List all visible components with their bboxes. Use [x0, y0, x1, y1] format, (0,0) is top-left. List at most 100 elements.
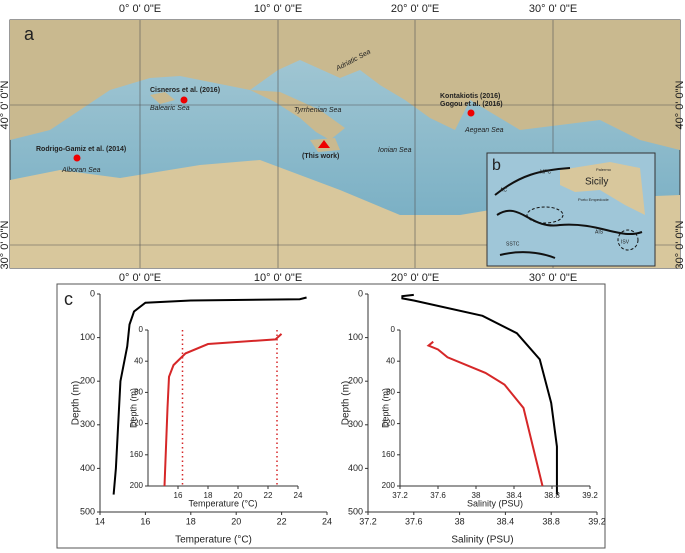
y-tick-label: 120	[130, 419, 144, 428]
profile-line	[426, 340, 544, 487]
x-tick-label: 20	[234, 491, 243, 500]
y-tick-label: 500	[348, 506, 363, 516]
x-tick-label: 38.8	[542, 516, 560, 526]
x-tick-label: 18	[204, 491, 213, 500]
y-tick-label: 0	[139, 325, 144, 334]
site-marker	[73, 154, 81, 162]
panel-label: a	[24, 24, 35, 44]
x-tick-label: 20	[231, 516, 241, 526]
x-tick-label: 37.2	[359, 516, 377, 526]
y-tick-label: 0	[358, 288, 363, 298]
inset-label: Sicily	[585, 177, 608, 188]
lon-label: 30° 0' 0"E	[529, 3, 577, 15]
x-axis-label: Salinity (PSU)	[451, 535, 513, 546]
sea-label: Ionian Sea	[378, 147, 412, 154]
y-tick-label: 100	[348, 332, 363, 342]
site-marker	[318, 140, 330, 148]
x-axis-label: Temperature (°C)	[188, 498, 257, 508]
inset-label: SSTC	[506, 241, 520, 247]
y-tick-label: 0	[90, 288, 95, 298]
y-axis-label: Depth (m)	[380, 388, 390, 428]
site-label: Cisneros et al. (2016)	[150, 87, 220, 94]
y-tick-label: 80	[386, 388, 395, 397]
map: a 0° 0' 0"E 10° 0' 0"E 20° 0' 0"E 30° 0'…	[0, 3, 685, 284]
land-italy	[250, 90, 345, 140]
x-tick-label: 24	[322, 516, 332, 526]
y-tick-label: 400	[348, 463, 363, 473]
y-tick-label: 200	[130, 481, 144, 490]
site-label: Rodrigo-Gamiz et al. (2014)	[36, 146, 126, 153]
inset-label: AIS	[595, 229, 604, 235]
sea-label: Alboran Sea	[61, 167, 101, 174]
panel-c-frame	[56, 283, 606, 549]
x-tick-label: 38	[472, 491, 481, 500]
y-tick-label: 500	[80, 506, 95, 516]
sea-label: Tyrrhenian Sea	[294, 107, 341, 114]
y-tick-label: 40	[386, 356, 395, 365]
site-label: (This work)	[302, 153, 339, 160]
y-tick-label: 100	[80, 332, 95, 342]
y-tick-label: 200	[382, 481, 396, 490]
site-label: Gogou et al. (2016)	[440, 101, 503, 108]
profile-line	[401, 293, 558, 495]
y-tick-label: 400	[80, 463, 95, 473]
profile-line	[163, 333, 283, 487]
x-tick-label: 16	[140, 516, 150, 526]
x-tick-label: 38	[455, 516, 465, 526]
lon-label: 10° 0' 0"E	[254, 3, 302, 15]
y-tick-label: 200	[80, 376, 95, 386]
y-axis-label: Depth (m)	[71, 381, 82, 425]
inset-label: AC	[500, 187, 507, 193]
site-label: Kontakiotis (2016)	[440, 93, 500, 100]
lon-label: 20° 0' 0"E	[391, 272, 439, 284]
lat-label: 40° 0' 0"N	[0, 80, 11, 129]
site-marker	[467, 109, 475, 117]
x-tick-label: 39.2	[582, 491, 598, 500]
sea-label: Balearic Sea	[150, 105, 190, 112]
lon-label: 0° 0' 0"E	[119, 272, 161, 284]
inset-label: Palermo	[596, 167, 612, 172]
x-tick-label: 38.4	[506, 491, 522, 500]
x-tick-label: 22	[264, 491, 273, 500]
x-tick-label: 37.6	[405, 516, 423, 526]
x-tick-label: 24	[294, 491, 303, 500]
x-tick-label: 16	[174, 491, 183, 500]
y-axis-label: Depth (m)	[128, 388, 138, 428]
inset-label: ISV	[621, 239, 630, 245]
inset-map: b Sicily Palermo Porto Empedocle AIS AC …	[486, 152, 656, 267]
x-tick-label: 39.2	[588, 516, 606, 526]
y-tick-label: 80	[134, 388, 143, 397]
panel-label: b	[492, 157, 501, 174]
y-tick-label: 40	[134, 356, 143, 365]
y-tick-label: 160	[130, 450, 144, 459]
inset-label: Porto Empedocle	[578, 197, 609, 202]
x-tick-label: 14	[95, 516, 105, 526]
panel-label: c	[64, 289, 73, 309]
land-north	[10, 20, 680, 150]
lon-label: 10° 0' 0"E	[254, 272, 302, 284]
y-tick-label: 300	[80, 419, 95, 429]
lon-label: 0° 0' 0"E	[119, 3, 161, 15]
lat-label: 30° 0' 0"N	[674, 220, 685, 269]
x-tick-label: 38.4	[497, 516, 515, 526]
y-axis-label: Depth (m)	[341, 381, 352, 425]
y-tick-label: 300	[348, 419, 363, 429]
inset-label: MPC	[540, 169, 552, 175]
x-axis-label: Salinity (PSU)	[467, 498, 523, 508]
x-tick-label: 37.6	[430, 491, 446, 500]
y-tick-label: 0	[391, 325, 396, 334]
x-tick-label: 22	[277, 516, 287, 526]
sea-label: Aegean Sea	[464, 127, 504, 134]
y-tick-label: 160	[382, 450, 396, 459]
x-tick-label: 37.2	[392, 491, 408, 500]
lat-label: 40° 0' 0"N	[674, 80, 685, 129]
x-tick-label: 38.8	[544, 491, 560, 500]
lat-label: 30° 0' 0"N	[0, 220, 11, 269]
lon-label: 30° 0' 0"E	[529, 272, 577, 284]
x-tick-label: 18	[186, 516, 196, 526]
y-tick-label: 120	[382, 419, 396, 428]
x-axis-label: Temperature (°C)	[175, 535, 252, 546]
lon-label: 20° 0' 0"E	[391, 3, 439, 15]
profile-line	[112, 296, 307, 495]
